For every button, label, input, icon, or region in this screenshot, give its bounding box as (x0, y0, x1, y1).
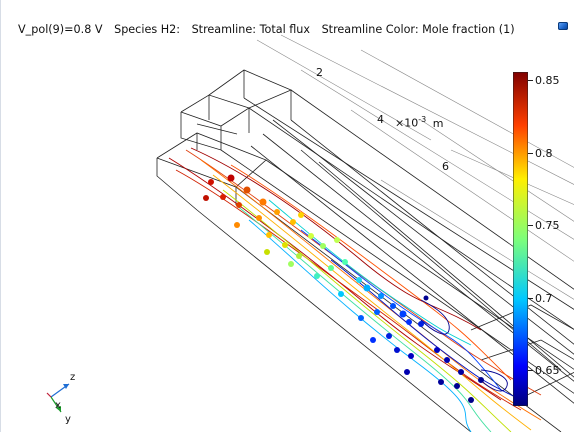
axis-tick-label-6: 6 (442, 160, 449, 173)
axis-unit: m (432, 116, 444, 130)
axis-triad (46, 383, 70, 413)
wireframe-geometry (156, 34, 574, 432)
colorbar-label: 0.65 (535, 364, 560, 377)
axis-scale-label: ×10-3 m (395, 115, 443, 130)
axis-tick-label-2: 2 (316, 66, 323, 79)
colorbar-tick (528, 370, 533, 371)
view-cube-icon[interactable] (558, 22, 568, 30)
plot-title: V_pol(9)=0.8 V Species H2: Streamline: T… (18, 23, 523, 36)
title-parameter: V_pol(9)=0.8 V (18, 23, 103, 36)
colorbar-tick (528, 153, 533, 154)
axis-scale-base: ×10 (395, 116, 419, 130)
axis-tick-label-4: 4 (377, 113, 384, 126)
triad-label-z: z (70, 372, 76, 383)
title-streamline: Streamline: Total flux (191, 23, 311, 36)
colorbar-tick (528, 298, 533, 299)
title-streamline-color: Streamline Color: Mole fraction (1) (321, 23, 515, 36)
colorbar-tick (528, 80, 533, 81)
particle-points (203, 174, 484, 403)
colorbar-label: 0.85 (535, 74, 560, 87)
triad-label-x: x (55, 400, 61, 411)
colorbar-label: 0.75 (535, 219, 560, 232)
colorbar-label: 0.8 (535, 147, 553, 160)
streamlines (168, 147, 542, 432)
colorbar-tick (528, 225, 533, 226)
colorbar (513, 72, 528, 406)
title-species: Species H2: (114, 23, 181, 36)
colorbar-label: 0.7 (535, 292, 553, 305)
triad-label-y: y (65, 414, 71, 425)
axis-scale-exponent: -3 (418, 115, 427, 124)
